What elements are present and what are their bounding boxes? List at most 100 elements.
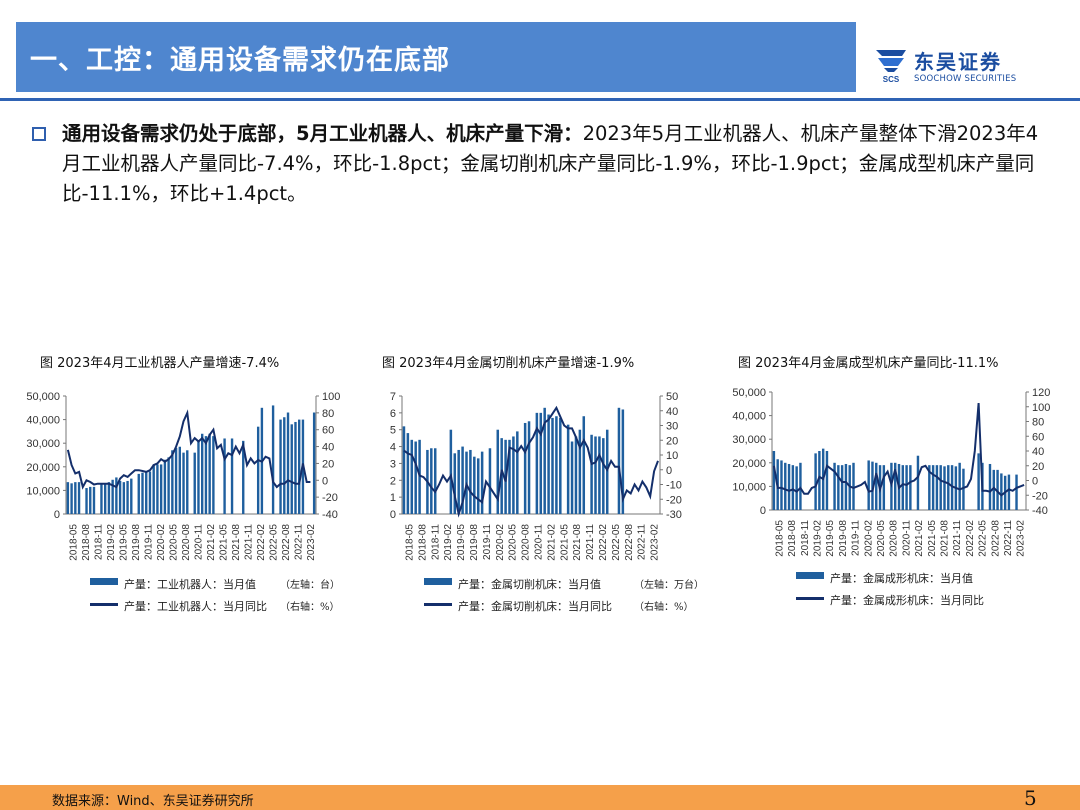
x-tick-label: 2020-11 — [901, 520, 912, 556]
footer-bar — [0, 785, 1080, 810]
bar — [473, 456, 476, 514]
bar — [772, 451, 776, 510]
bar — [996, 469, 999, 510]
x-tick-label: 2018-05 — [404, 524, 415, 561]
legend-label: 产量：金属成形机床：当月同比 — [830, 593, 984, 607]
bar — [103, 483, 107, 514]
left-tick-label: 20,000 — [732, 458, 766, 470]
bar — [547, 414, 550, 514]
legend-label: 产量：工业机器人：当月同比 — [124, 599, 267, 613]
bar — [566, 424, 570, 514]
bar — [111, 479, 114, 514]
bar — [1015, 474, 1018, 510]
x-tick-label: 2019-02 — [106, 524, 117, 561]
title-bar: 一、工控：通用设备需求仍在底部 — [16, 22, 856, 92]
x-tick-label: 2021-11 — [243, 524, 254, 560]
bar — [867, 460, 870, 510]
x-tick-label: 2020-11 — [193, 524, 204, 560]
bar — [461, 446, 464, 514]
bar — [916, 455, 920, 510]
bar — [480, 451, 484, 514]
bar — [406, 433, 410, 514]
bar — [167, 457, 170, 514]
bar — [156, 464, 159, 514]
left-tick-label: 0 — [54, 509, 60, 521]
x-tick-label: 2022-08 — [990, 520, 1001, 557]
bar — [290, 424, 293, 514]
x-tick-label: 2018-08 — [417, 524, 428, 561]
legend-label: 产量：工业机器人：当月值 — [124, 577, 256, 591]
page-number: 5 — [1024, 786, 1037, 810]
right-tick-label: 30 — [666, 421, 678, 433]
bar — [590, 434, 593, 514]
bar — [818, 451, 821, 510]
bar — [602, 438, 605, 514]
bar — [453, 453, 457, 514]
bar — [594, 436, 597, 514]
bar — [141, 472, 144, 514]
bullet-square-icon — [32, 127, 46, 141]
bar — [182, 452, 185, 514]
page-title: 一、工控：通用设备需求仍在底部 — [30, 45, 450, 76]
x-tick-label: 2019-02 — [443, 524, 454, 561]
bar — [70, 483, 73, 514]
bar — [433, 448, 437, 514]
bar — [271, 405, 275, 514]
bar — [784, 462, 787, 510]
x-tick-label: 2018-11 — [800, 520, 811, 556]
right-tick-label: 100 — [1032, 402, 1050, 414]
summary-bold-lead: 通用设备需求仍处于底部，5月工业机器人、机床产量下滑： — [62, 122, 583, 145]
bar — [852, 462, 855, 510]
bar — [469, 449, 472, 514]
bar — [621, 409, 625, 514]
x-tick-label: 2020-05 — [876, 520, 887, 557]
left-tick-label: 40,000 — [26, 415, 60, 427]
legend-label: 产量：金属成形机床：当月值 — [830, 571, 973, 585]
bar — [780, 460, 783, 510]
x-tick-label: 2021-05 — [559, 524, 570, 561]
bar — [178, 446, 181, 514]
bar — [418, 439, 421, 514]
bar — [298, 419, 301, 514]
data-source: 数据来源：Wind、东吴证券研究所 — [52, 794, 254, 809]
bar — [988, 463, 992, 510]
x-tick-label: 2020-05 — [508, 524, 519, 561]
legend-axis-note: （左轴：万台） — [634, 578, 704, 591]
bar — [279, 419, 282, 514]
x-tick-label: 2019-05 — [825, 520, 836, 557]
bar — [901, 465, 905, 510]
x-tick-label: 2021-05 — [218, 524, 229, 561]
bar — [574, 436, 578, 514]
x-tick-label: 2019-08 — [838, 520, 849, 557]
right-tick-label: -10 — [666, 480, 682, 492]
bar — [77, 482, 81, 514]
chart-title: 图 2023年4月金属切削机床产量增速-1.9% — [382, 355, 634, 371]
bar — [825, 451, 829, 510]
series-line — [772, 403, 1025, 497]
bar — [882, 465, 886, 510]
legend-label: 产量：金属切削机床：当月值 — [458, 577, 601, 591]
bar — [430, 448, 433, 514]
bar — [893, 462, 897, 510]
x-tick-label: 2021-11 — [585, 524, 596, 560]
x-tick-label: 2020-08 — [181, 524, 192, 561]
left-tick-label: 6 — [390, 408, 396, 420]
bar — [402, 426, 406, 514]
x-tick-label: 2020-11 — [533, 524, 544, 560]
bar — [449, 429, 453, 514]
bar — [283, 417, 286, 514]
bar — [848, 465, 851, 510]
bar — [958, 462, 961, 510]
x-tick-label: 2020-08 — [889, 520, 900, 557]
bar — [163, 459, 167, 514]
left-tick-label: 10,000 — [732, 481, 766, 493]
right-tick-label: 40 — [666, 406, 678, 418]
x-tick-label: 2021-08 — [572, 524, 583, 561]
x-tick-label: 2020-05 — [168, 524, 179, 561]
bar — [85, 488, 88, 514]
bar — [943, 466, 946, 510]
bar — [523, 422, 527, 514]
bar — [201, 433, 204, 514]
bar — [582, 416, 586, 514]
bar — [204, 436, 208, 514]
